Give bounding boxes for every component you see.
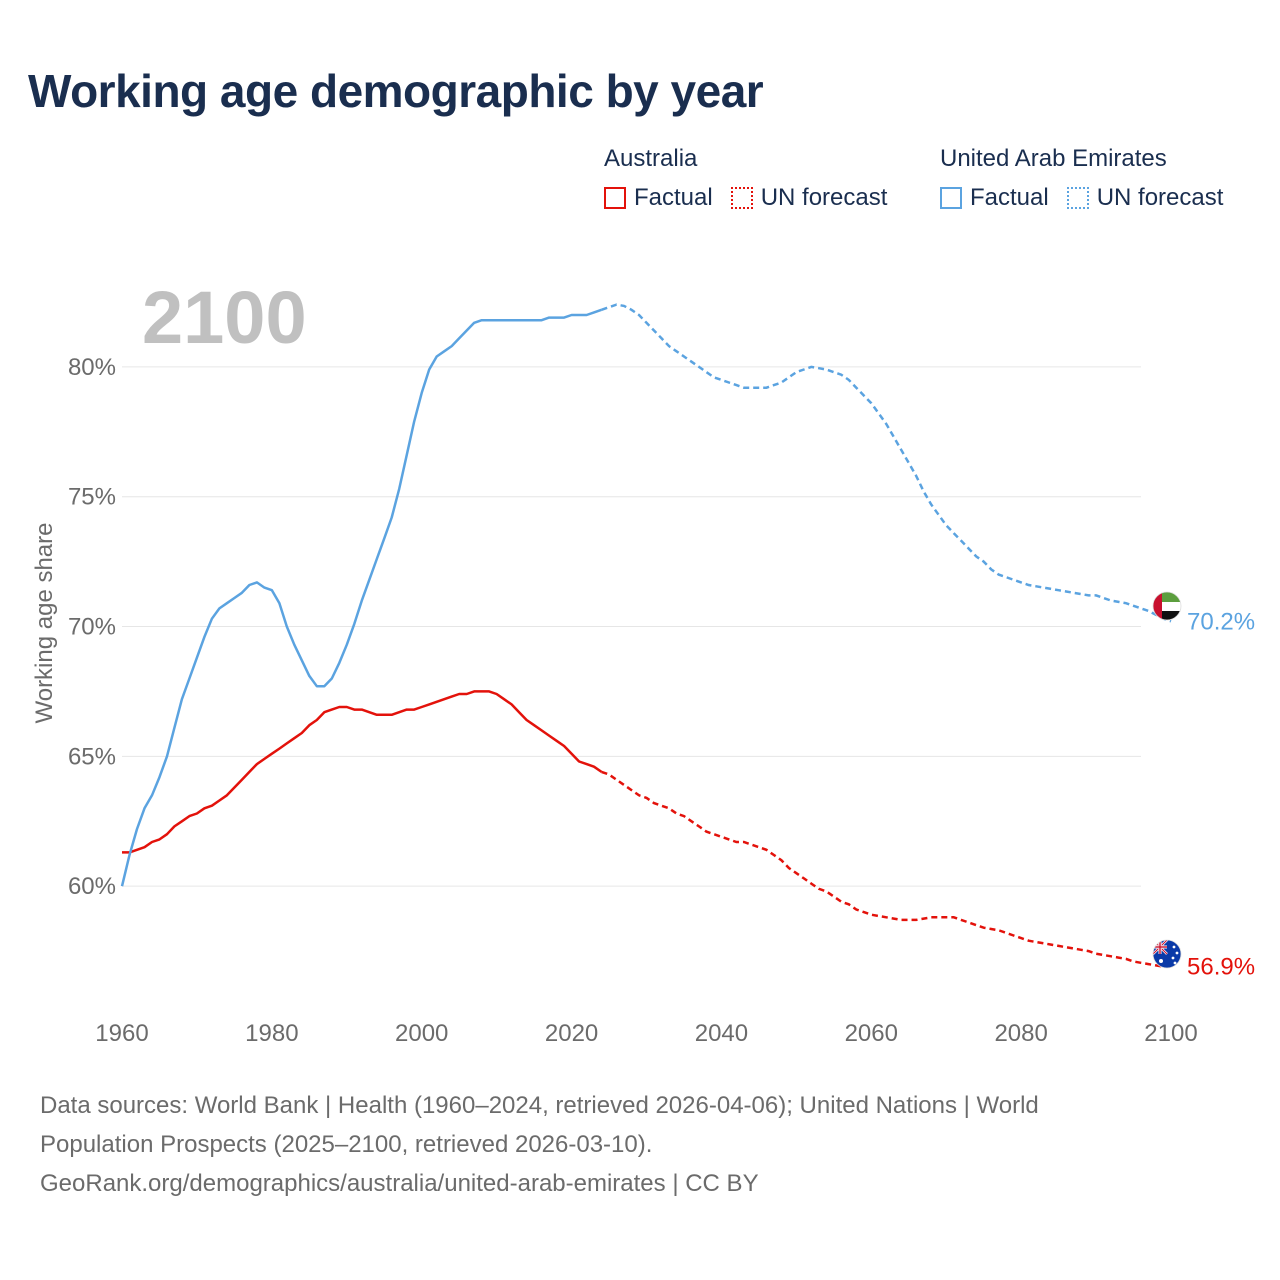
x-axis-ticks: 1960 1980 2000 2020 2040 2060 2080 2100: [95, 1020, 1197, 1047]
legend-label: Factual: [634, 184, 713, 211]
legend-country-uae: United Arab Emirates: [940, 145, 1167, 172]
series-line-united-arab-emirates-forecast: [601, 303, 1172, 623]
series-line-united-arab-emirates-factual: [120, 308, 602, 887]
legend-label: UN forecast: [760, 184, 888, 211]
footer-line: Data sources: World Bank | Health (1960–…: [40, 1092, 1039, 1119]
end-flags: [1152, 591, 1182, 969]
y-tick-label: 75%: [68, 484, 116, 511]
legend-label: UN forecast: [1096, 184, 1224, 211]
series-line-australia-factual: [122, 690, 603, 854]
legend-item-uae-factual[interactable]: Factual: [940, 184, 1049, 212]
x-tick-label: 2020: [545, 1020, 598, 1047]
legend-country-australia: Australia: [604, 145, 698, 172]
australia-flag: [1152, 939, 1182, 969]
gridlines: [122, 366, 1141, 887]
series-line-australia-forecast: [601, 770, 1171, 968]
year-watermark: 2100: [142, 276, 307, 359]
y-tick-label: 80%: [68, 354, 116, 381]
legend-swatch-dotted: [1066, 187, 1089, 209]
legend-swatch-dotted: [730, 187, 753, 209]
series-layer: [120, 303, 1172, 968]
end-label-australia: 56.9%: [1187, 954, 1255, 981]
y-axis-label: Working age share: [31, 523, 58, 724]
x-tick-label: 1980: [245, 1020, 298, 1047]
footer-sources: Data sources: World Bank | Health (1960–…: [40, 1086, 1240, 1203]
end-labels: 56.9% 70.2%: [1187, 608, 1255, 980]
legend-australia: Australia Factual UN forecast: [604, 142, 905, 212]
legend-item-australia-factual[interactable]: Factual: [604, 184, 713, 212]
x-tick-label: 2040: [695, 1020, 748, 1047]
x-tick-label: 2100: [1144, 1020, 1197, 1047]
legend-swatch-solid: [604, 187, 626, 209]
legend-item-uae-forecast[interactable]: UN forecast: [1066, 184, 1224, 212]
x-tick-label: 2000: [395, 1020, 448, 1047]
y-tick-label: 65%: [68, 743, 116, 770]
page-title: Working age demographic by year: [28, 65, 764, 117]
legend-label: Factual: [970, 184, 1049, 211]
x-tick-label: 2080: [994, 1020, 1047, 1047]
footer-line: Population Prospects (2025–2100, retriev…: [40, 1131, 653, 1158]
x-tick-label: 1960: [95, 1020, 148, 1047]
y-tick-label: 70%: [68, 614, 116, 641]
legend-uae: United Arab Emirates Factual UN forecast: [940, 142, 1223, 212]
x-tick-label: 2060: [845, 1020, 898, 1047]
y-axis-ticks: 60% 65% 70% 75% 80%: [68, 354, 116, 900]
uae-flag: [1152, 591, 1182, 621]
end-label-united-arab-emirates: 70.2%: [1187, 608, 1255, 635]
legend-item-australia-forecast[interactable]: UN forecast: [730, 184, 888, 212]
footer-line: GeoRank.org/demographics/australia/unite…: [40, 1170, 759, 1197]
legend-swatch-solid: [940, 187, 962, 209]
y-tick-label: 60%: [68, 873, 116, 900]
